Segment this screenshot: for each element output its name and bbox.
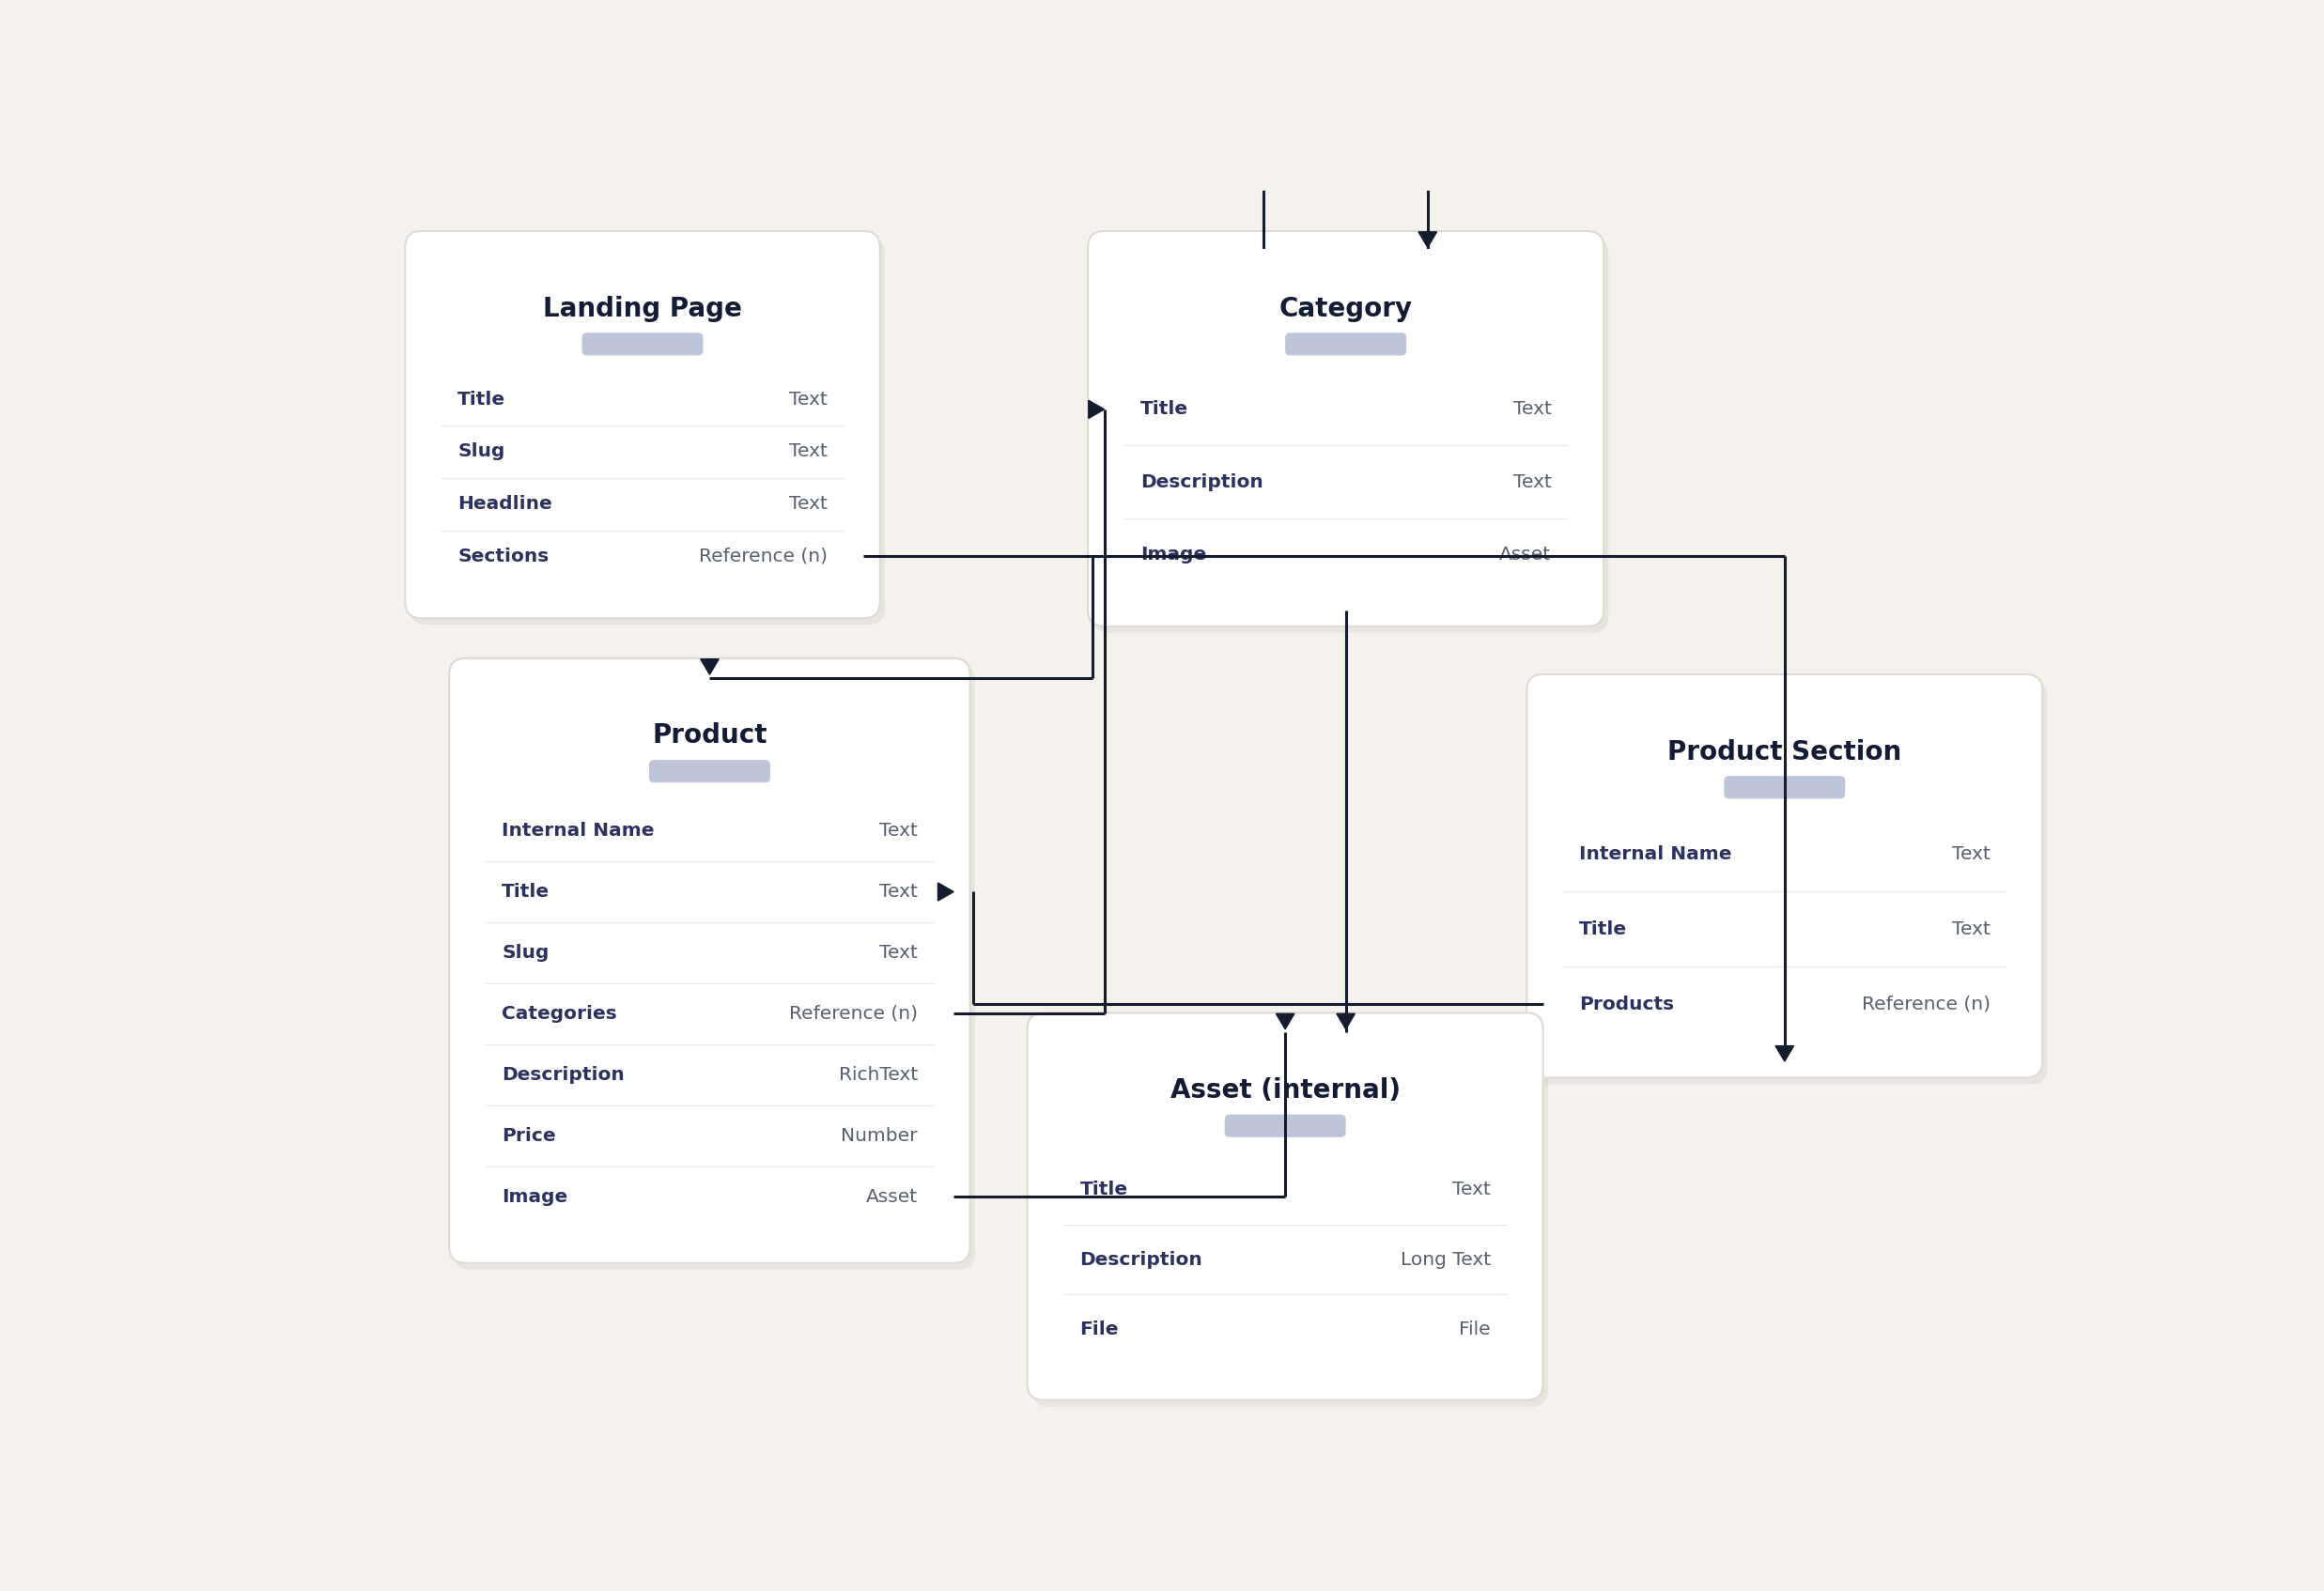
Text: Description: Description (502, 1066, 625, 1083)
Polygon shape (1276, 1013, 1294, 1029)
FancyBboxPatch shape (1724, 776, 1845, 799)
Text: Slug: Slug (458, 442, 504, 460)
Text: Text: Text (1452, 1181, 1490, 1198)
Text: Title: Title (502, 883, 551, 901)
FancyBboxPatch shape (1027, 1013, 1543, 1400)
Polygon shape (700, 659, 718, 675)
Text: Asset: Asset (867, 1188, 918, 1206)
Text: Title: Title (1578, 920, 1627, 939)
Text: Text: Text (1952, 920, 1989, 939)
FancyBboxPatch shape (581, 333, 704, 355)
FancyBboxPatch shape (449, 659, 969, 1263)
FancyBboxPatch shape (1088, 231, 1604, 627)
Text: Asset: Asset (1499, 546, 1550, 563)
Text: Title: Title (1081, 1181, 1127, 1198)
FancyBboxPatch shape (648, 760, 769, 783)
Text: Internal Name: Internal Name (1578, 845, 1731, 862)
Text: Text: Text (790, 390, 827, 409)
Text: Text: Text (878, 823, 918, 840)
Text: Product: Product (653, 722, 767, 749)
Text: File: File (1081, 1321, 1118, 1338)
Text: Product Section: Product Section (1669, 738, 1901, 765)
Text: Landing Page: Landing Page (544, 296, 741, 321)
Text: Slug: Slug (502, 943, 548, 961)
Text: Reference (n): Reference (n) (788, 1006, 918, 1023)
Text: Reference (n): Reference (n) (1862, 996, 1989, 1013)
Text: Description: Description (1141, 473, 1264, 490)
FancyBboxPatch shape (409, 237, 885, 625)
Text: Sections: Sections (458, 547, 548, 565)
Text: Text: Text (1513, 473, 1550, 490)
Text: Category: Category (1278, 296, 1413, 321)
Text: Text: Text (1513, 401, 1550, 418)
Text: Text: Text (790, 442, 827, 460)
Text: Text: Text (1952, 845, 1989, 862)
Text: Asset (internal): Asset (internal) (1169, 1077, 1401, 1104)
Text: Text: Text (790, 495, 827, 512)
Text: Title: Title (1141, 401, 1188, 418)
Text: Number: Number (841, 1126, 918, 1146)
Text: Image: Image (1141, 546, 1206, 563)
Text: Internal Name: Internal Name (502, 823, 655, 840)
Text: File: File (1459, 1321, 1490, 1338)
Text: Image: Image (502, 1188, 567, 1206)
FancyBboxPatch shape (1532, 681, 2047, 1083)
FancyBboxPatch shape (1032, 1020, 1548, 1406)
FancyBboxPatch shape (404, 231, 881, 619)
Polygon shape (1088, 401, 1104, 418)
Polygon shape (1418, 232, 1436, 247)
Text: Price: Price (502, 1126, 555, 1146)
FancyBboxPatch shape (453, 665, 974, 1270)
Text: Title: Title (458, 390, 507, 409)
Text: Text: Text (878, 883, 918, 901)
Text: RichText: RichText (839, 1066, 918, 1083)
FancyBboxPatch shape (1527, 675, 2043, 1077)
Polygon shape (1336, 1013, 1355, 1029)
Text: Reference (n): Reference (n) (700, 547, 827, 565)
Text: Text: Text (878, 943, 918, 961)
Text: Headline: Headline (458, 495, 553, 512)
Polygon shape (1776, 1045, 1794, 1061)
FancyBboxPatch shape (1285, 333, 1406, 355)
Text: Description: Description (1081, 1251, 1202, 1268)
Text: Products: Products (1578, 996, 1673, 1013)
FancyBboxPatch shape (1092, 237, 1608, 633)
Text: Long Text: Long Text (1401, 1251, 1490, 1268)
Text: Categories: Categories (502, 1006, 618, 1023)
FancyBboxPatch shape (1225, 1115, 1346, 1138)
Polygon shape (939, 883, 953, 901)
